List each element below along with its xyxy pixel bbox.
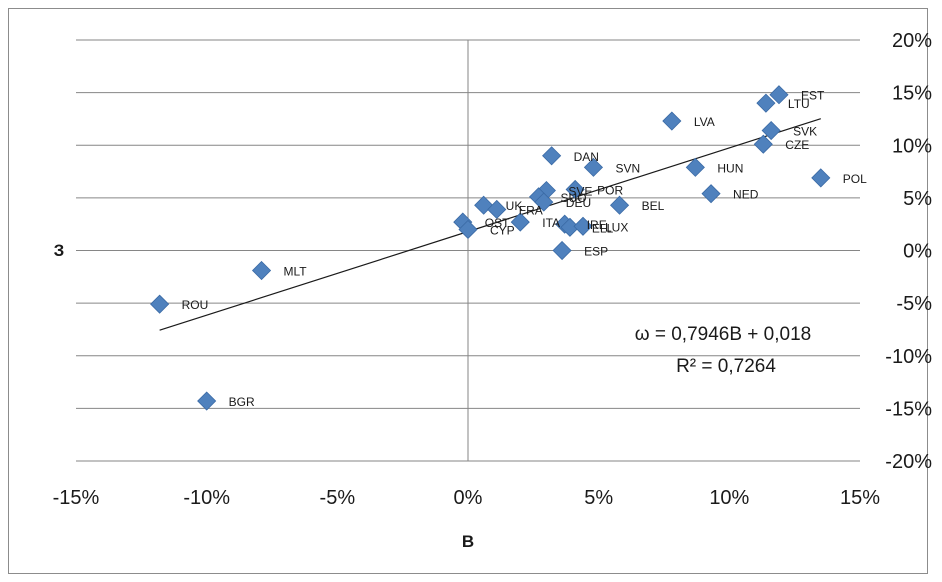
- data-points: [150, 85, 831, 411]
- data-point-label: IRE: [587, 218, 607, 232]
- data-point-marker: [458, 219, 478, 240]
- data-point-label: CZE: [785, 138, 809, 152]
- data-point-label: BEL: [642, 199, 665, 213]
- data-point-marker: [534, 192, 554, 212]
- y-tick-label: -5%: [896, 293, 932, 315]
- data-point-label: NED: [733, 188, 759, 202]
- data-point-label: POL: [843, 172, 867, 186]
- data-point-label: BGR: [229, 395, 255, 409]
- data-point-label: SVE: [568, 185, 592, 199]
- y-tick-label: 20%: [892, 30, 932, 52]
- data-point-label: HUN: [717, 161, 743, 175]
- data-point-marker: [510, 212, 530, 232]
- data-point-label: EST: [801, 89, 825, 103]
- data-point-label: FRA: [519, 203, 543, 217]
- x-tick-label: 10%: [709, 487, 749, 509]
- data-point-marker: [552, 240, 572, 261]
- data-point-marker: [542, 146, 562, 166]
- x-tick-label: 15%: [840, 487, 880, 509]
- data-point-label: UK: [506, 199, 523, 213]
- y-tick-labels: 20% 15% 10% 5% 0% -5% -10% -15% -20%: [885, 30, 932, 473]
- data-point-label: DAN: [574, 150, 599, 164]
- data-point-marker: [811, 168, 831, 188]
- data-point-marker: [197, 391, 217, 411]
- trendline: [159, 118, 821, 331]
- x-tick-labels: -15% -10% -5% 0% 5% 10% 15%: [53, 487, 881, 509]
- x-axis-title: B: [462, 532, 474, 551]
- y-tick-label: 10%: [892, 135, 932, 157]
- data-point-marker: [565, 179, 585, 200]
- y-tick-label: 15%: [892, 83, 932, 105]
- data-point-marker: [761, 120, 781, 141]
- data-point-label: ESP: [584, 245, 608, 259]
- data-point-label: SVN: [615, 161, 640, 175]
- data-point-label: DEU: [566, 196, 591, 210]
- data-point-marker: [701, 184, 721, 204]
- y-tick-label: 5%: [903, 188, 932, 210]
- x-tick-label: -10%: [183, 487, 230, 509]
- data-point-marker: [756, 93, 776, 113]
- x-tick-label: 0%: [454, 487, 483, 509]
- data-point-label: ROU: [182, 298, 209, 312]
- data-point-marker: [753, 134, 773, 154]
- data-point-marker: [685, 157, 705, 177]
- data-point-label: CYP: [490, 223, 515, 237]
- y-axis-title: З: [54, 241, 65, 260]
- data-point-marker: [251, 260, 272, 281]
- data-point-marker: [573, 216, 593, 236]
- data-point-label: ITA: [542, 216, 560, 230]
- data-point-label: ELL: [592, 221, 614, 235]
- y-tick-label: -10%: [885, 346, 932, 368]
- y-tick-label: -15%: [885, 398, 932, 420]
- data-point-label: OST: [485, 216, 510, 230]
- data-point-marker: [662, 111, 682, 131]
- x-tick-label: 5%: [584, 487, 613, 509]
- data-point-marker: [487, 199, 507, 220]
- data-point-label: LUX: [605, 220, 628, 234]
- data-point-label: LVA: [694, 115, 715, 129]
- data-point-label: LTU: [788, 97, 810, 111]
- data-point-label: SUO: [561, 191, 587, 205]
- data-point-marker: [610, 195, 630, 215]
- data-point-marker: [583, 157, 604, 177]
- y-tick-label: -20%: [885, 451, 932, 473]
- data-point-label: MLT: [284, 264, 308, 278]
- trendline-equation: ω = 0,7946B + 0,018: [635, 324, 811, 345]
- data-point-label: SVK: [793, 125, 817, 139]
- x-tick-label: -5%: [320, 487, 356, 509]
- y-tick-label: 0%: [903, 241, 932, 263]
- data-point-marker: [150, 294, 170, 314]
- r-squared-label: R² = 0,7264: [676, 356, 776, 377]
- data-point-marker: [769, 85, 789, 105]
- data-point-label: POR: [597, 183, 623, 197]
- x-tick-label: -15%: [53, 487, 100, 509]
- trendline-path: [159, 118, 821, 331]
